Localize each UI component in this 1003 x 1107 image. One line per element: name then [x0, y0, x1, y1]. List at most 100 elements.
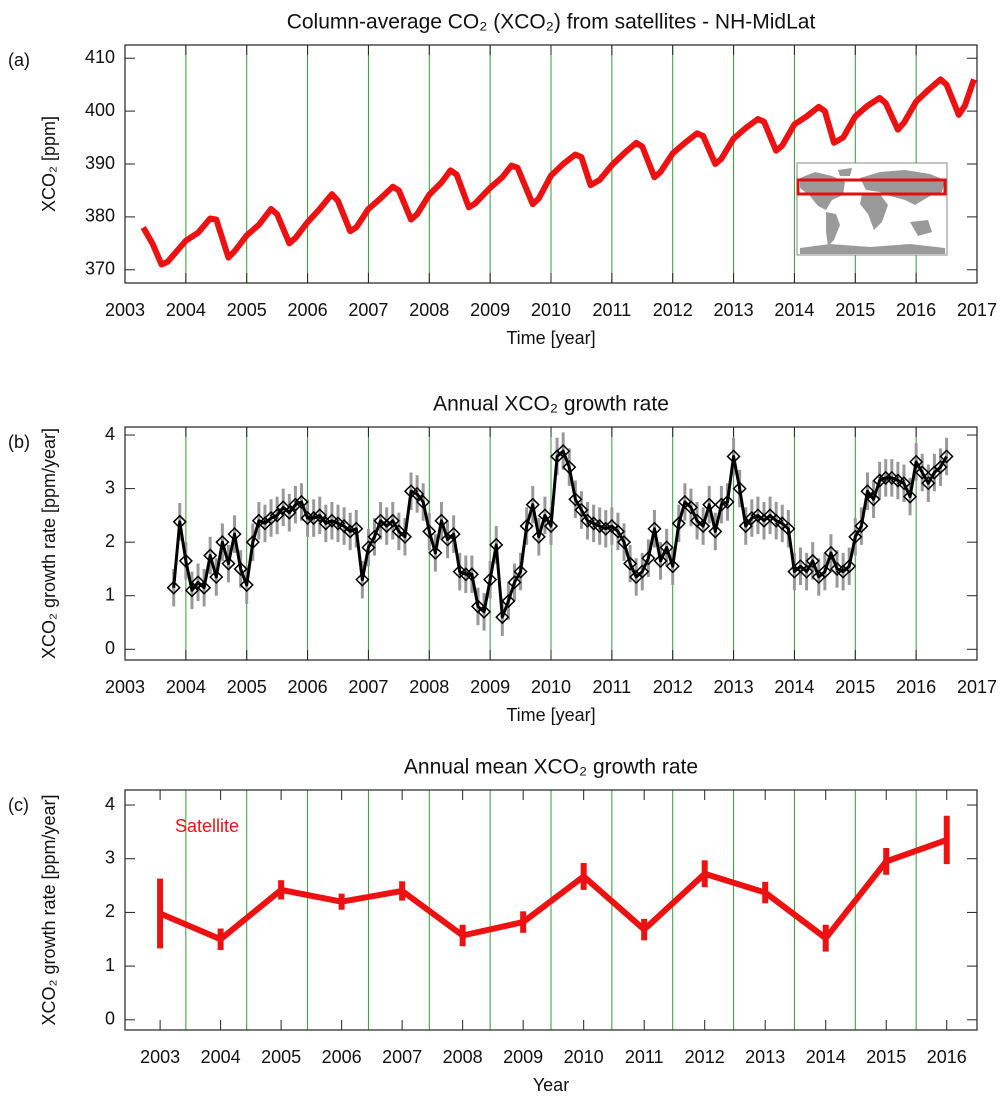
series-line [172, 449, 948, 619]
marker [902, 489, 918, 504]
chart-title: Annual mean XCO₂ growth rate [404, 756, 698, 779]
x-tick-label: 2017 [957, 677, 997, 697]
marker [598, 521, 613, 536]
x-tick-label: 2010 [564, 1047, 604, 1067]
marker [702, 497, 717, 512]
series-line [140, 76, 977, 268]
marker [513, 564, 528, 579]
plot-frame [124, 789, 978, 1031]
marker [483, 572, 498, 587]
land [826, 212, 840, 246]
marker [525, 497, 540, 512]
marker [543, 519, 559, 534]
marker [312, 508, 327, 523]
marker [227, 527, 242, 542]
marker [860, 484, 875, 499]
marker [635, 564, 650, 579]
marker [872, 473, 887, 488]
x-tick-label: 2006 [288, 300, 328, 320]
y-tick-label: 1 [105, 955, 115, 975]
marker [616, 535, 632, 550]
marker [263, 510, 279, 526]
marker [531, 529, 546, 544]
marker [519, 519, 534, 534]
marker [282, 505, 297, 520]
marker [476, 604, 492, 619]
marker [848, 529, 863, 544]
y-tick-label: 3 [105, 477, 115, 497]
x-tick-label: 2005 [261, 1047, 301, 1067]
y-tick-label: 2 [105, 531, 115, 551]
x-tick-label: 2016 [927, 1047, 967, 1067]
marker [215, 535, 230, 550]
y-tick-label: 410 [85, 47, 115, 67]
marker [854, 519, 869, 534]
marker [270, 508, 285, 523]
y-tick-label: 3 [105, 847, 115, 867]
marker [720, 494, 735, 510]
x-tick-label: 2009 [503, 1047, 543, 1067]
marker [878, 470, 893, 485]
marker [799, 564, 814, 579]
marker [367, 529, 382, 544]
marker [671, 516, 686, 531]
y-tick-label: 0 [105, 1009, 115, 1029]
x-tick-label: 2003 [140, 1047, 180, 1067]
marker [537, 508, 552, 523]
marker [744, 510, 759, 526]
marker [805, 553, 820, 568]
x-tick-label: 2012 [653, 677, 693, 697]
y-tick-label: 4 [105, 424, 115, 444]
marker [683, 500, 699, 515]
marker [385, 513, 400, 528]
x-tick-label: 2003 [105, 677, 145, 697]
marker [817, 564, 832, 579]
y-tick-label: 400 [85, 100, 115, 120]
marker [233, 561, 248, 577]
marker [659, 540, 674, 555]
x-axis-label: Time [year] [506, 328, 595, 348]
y-tick-label: 390 [85, 153, 115, 173]
marker [842, 559, 857, 574]
marker [355, 572, 370, 587]
x-tick-label: 2016 [896, 300, 936, 320]
marker [714, 497, 729, 512]
x-tick-label: 2006 [288, 677, 328, 697]
x-tick-label: 2010 [531, 300, 571, 320]
marker [446, 527, 461, 542]
x-tick-label: 2014 [774, 300, 814, 320]
x-tick-label: 2013 [714, 300, 754, 320]
marker [428, 545, 443, 560]
marker [458, 567, 473, 582]
marker [184, 583, 200, 598]
x-tick-label: 2014 [806, 1047, 846, 1067]
panel-label: (a) [8, 50, 30, 70]
x-tick-label: 2005 [227, 300, 267, 320]
marker [361, 540, 376, 555]
marker [653, 553, 668, 568]
land [910, 220, 932, 236]
inset-map [796, 162, 948, 256]
marker [562, 460, 577, 475]
marker [349, 521, 364, 536]
land [800, 244, 945, 254]
marker [866, 492, 881, 507]
x-tick-label: 2008 [409, 677, 449, 697]
marker [410, 486, 425, 502]
y-axis-label: XCO₂ growth rate [ppm/year] [39, 794, 59, 1025]
x-tick-label: 2008 [443, 1047, 483, 1067]
land [860, 194, 888, 230]
marker [172, 514, 187, 529]
legend-label: Satellite [175, 816, 239, 836]
marker [294, 494, 309, 510]
x-tick-label: 2004 [201, 1047, 241, 1067]
marker [239, 577, 254, 593]
marker [245, 535, 260, 550]
land [838, 168, 852, 176]
x-tick-label: 2007 [382, 1047, 422, 1067]
marker [556, 444, 571, 459]
marker [732, 481, 747, 496]
panel-label: (b) [8, 432, 30, 452]
x-tick-label: 2014 [774, 677, 814, 697]
